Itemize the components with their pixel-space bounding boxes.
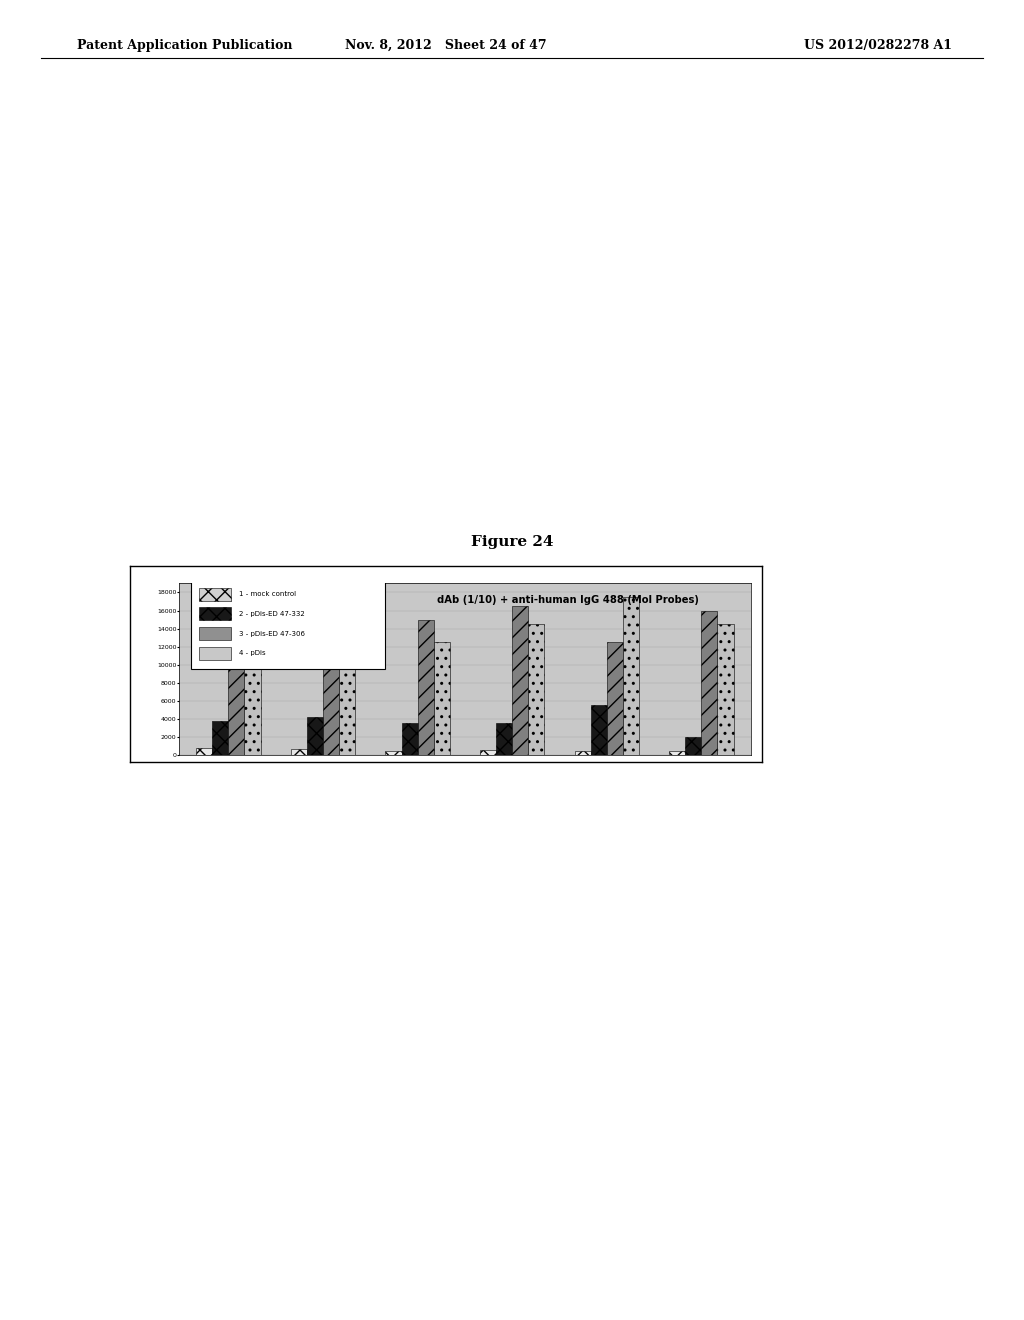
Text: Nov. 8, 2012   Sheet 24 of 47: Nov. 8, 2012 Sheet 24 of 47 (345, 40, 546, 51)
Text: US 2012/0282278 A1: US 2012/0282278 A1 (804, 40, 952, 51)
Bar (434, 642, 450, 755)
Bar (200, 627, 230, 640)
Bar (190, 579, 385, 669)
Bar (701, 611, 718, 755)
Bar (323, 615, 339, 755)
Bar (512, 606, 528, 755)
Bar (307, 717, 323, 755)
Bar (291, 748, 307, 755)
Bar (401, 723, 418, 755)
Bar (685, 737, 701, 755)
Text: 1 - mock control: 1 - mock control (240, 591, 296, 597)
Text: Patent Application Publication: Patent Application Publication (77, 40, 292, 51)
Bar (200, 647, 230, 660)
Bar (200, 607, 230, 620)
Bar (574, 751, 591, 755)
Bar (670, 751, 685, 755)
Bar (623, 597, 639, 755)
Bar (228, 602, 245, 755)
Bar (591, 705, 607, 755)
Bar (496, 722, 512, 755)
Bar (528, 624, 545, 755)
Text: Figure 24: Figure 24 (471, 535, 553, 549)
Bar (212, 721, 228, 755)
Bar (607, 642, 623, 755)
Bar (339, 634, 355, 755)
Bar (245, 619, 260, 755)
Text: 2 - pDis-ED 47-332: 2 - pDis-ED 47-332 (240, 611, 305, 616)
Bar (385, 751, 401, 755)
Text: 3 - pDis-ED 47-306: 3 - pDis-ED 47-306 (240, 631, 305, 636)
Bar (480, 750, 496, 755)
Text: dAb (1/10) + anti-human IgG 488 (Mol Probes): dAb (1/10) + anti-human IgG 488 (Mol Pro… (437, 595, 698, 606)
Bar (418, 619, 434, 755)
Bar (197, 748, 212, 755)
Text: 4 - pDis: 4 - pDis (240, 651, 266, 656)
Bar (200, 587, 230, 601)
Bar (718, 624, 733, 755)
